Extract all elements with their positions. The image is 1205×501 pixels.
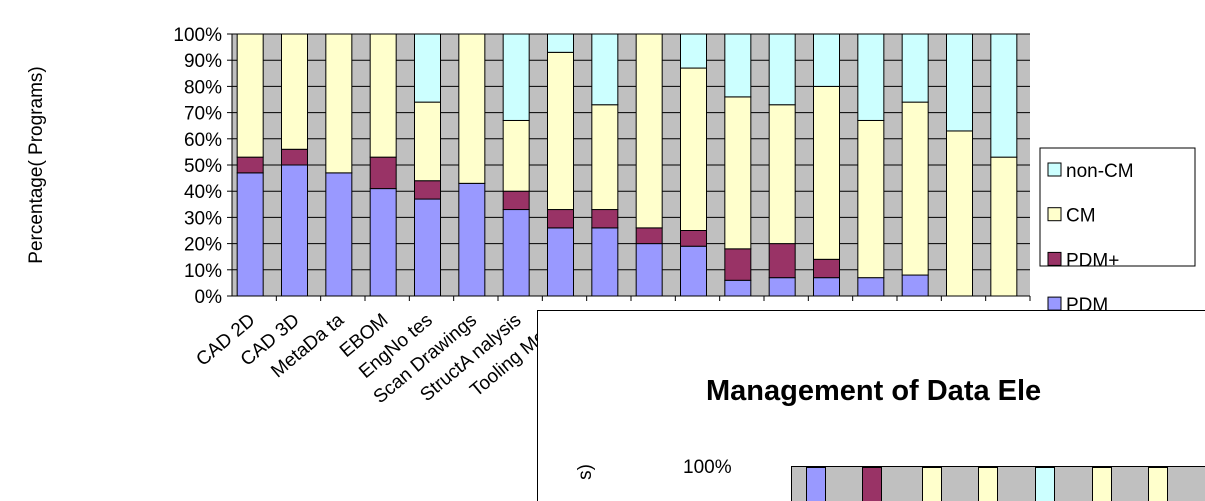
overlay-ylabel-fragment: s) (574, 464, 596, 480)
bar-segment-pdm- (547, 209, 574, 229)
legend-label: PDM+ (1066, 250, 1119, 271)
legend-label: CM (1066, 206, 1096, 227)
y-tick-label: 60% (184, 130, 222, 151)
legend-swatch (1047, 296, 1062, 311)
bar-segment-pdm (768, 277, 796, 297)
legend-box (1039, 147, 1196, 267)
overlay-bar (1092, 467, 1112, 501)
y-tick-label: 20% (184, 235, 222, 256)
bar-segment-cm (724, 96, 752, 250)
bar-segment-pdm (369, 188, 397, 297)
y-tick-label: 0% (195, 287, 223, 308)
bar-segment-pdm (857, 277, 885, 297)
legend-swatch (1047, 251, 1062, 266)
bar-segment-pdm (635, 243, 663, 297)
bar-segment-cm (813, 85, 840, 260)
bar-segment-cm (281, 33, 308, 150)
bar-segment-cm (458, 33, 486, 184)
bar-segment-non-cm (724, 33, 752, 98)
bar-segment-non-cm (901, 33, 929, 103)
y-tick-label: 30% (184, 208, 222, 229)
bar-segment-non-cm (502, 33, 530, 121)
bar-segment-non-cm (591, 33, 619, 106)
bar-segment-pdm- (813, 258, 840, 279)
bar-segment-cm (591, 104, 619, 211)
overlay-bar (1035, 467, 1055, 501)
legend-label: non-CM (1066, 161, 1134, 182)
y-tick-label: 80% (184, 77, 222, 98)
bar-segment-pdm- (414, 180, 441, 200)
bar-segment-pdm- (724, 248, 752, 281)
bar-segment-cm (547, 51, 574, 211)
bar-segment-pdm (236, 172, 264, 297)
bar-segment-non-cm (813, 33, 840, 87)
y-tick-label: 100% (173, 25, 222, 46)
bar-segment-pdm (502, 209, 530, 297)
legend-swatch (1047, 207, 1062, 222)
bar-segment-pdm (901, 274, 929, 297)
legend-swatch (1047, 162, 1062, 177)
bar-segment-non-cm (990, 33, 1018, 158)
bar-segment-cm (768, 104, 796, 245)
y-tick-label: 40% (184, 182, 222, 203)
bar-segment-non-cm (414, 33, 441, 103)
bar-segment-pdm (680, 245, 707, 297)
bar-segment-cm (236, 33, 264, 158)
bar-segment-pdm (547, 227, 574, 297)
stacked-bar-chart: Percentage( Programs) 0% 10% 20% 30% 40% 50% 6… (26, 25, 1196, 408)
bar-segment-pdm- (281, 148, 308, 166)
bar-segment-cm (901, 101, 929, 276)
overlay-bar (806, 467, 826, 501)
bar-segment-pdm- (236, 156, 264, 174)
bar-segment-pdm (813, 277, 840, 297)
overlay-plot-area (791, 466, 1205, 501)
bar-segment-cm (369, 33, 397, 158)
bar-segment-pdm- (680, 230, 707, 247)
y-tick-label: 90% (184, 51, 222, 72)
bar-segment-pdm (458, 182, 486, 297)
y-tick-label: 70% (184, 104, 222, 125)
bar-segment-cm (414, 101, 441, 182)
overlay-bar (862, 467, 882, 501)
bar-segment-pdm- (502, 190, 530, 211)
bar-segment-cm (680, 67, 707, 231)
y-tick-label: 50% (184, 156, 222, 177)
bar-segment-pdm- (369, 156, 397, 190)
bar-segment-cm (502, 119, 530, 192)
bar-segment-cm (857, 119, 885, 279)
bar-segment-pdm (281, 164, 308, 297)
bar-segment-pdm (414, 198, 441, 297)
bar-segment-pdm (325, 172, 353, 297)
overlay-bar (1148, 467, 1168, 501)
bar-segment-pdm- (635, 227, 663, 245)
bar-segment-pdm- (768, 243, 796, 279)
bar-segment-pdm- (591, 209, 619, 229)
bar-segment-pdm (591, 227, 619, 297)
y-axis-label: Percentage( Programs) (26, 66, 47, 263)
y-tick-label: 10% (184, 261, 222, 282)
bar-segment-non-cm (857, 33, 885, 121)
overlay-chart-title: Management of Data Ele (706, 375, 1042, 407)
bar-segment-cm (325, 33, 353, 174)
overlay-bar (922, 467, 942, 501)
bar-segment-non-cm (768, 33, 796, 106)
overlapping-chart-window: Management of Data Ele s) 100% (537, 310, 1205, 501)
bar-segment-non-cm (946, 33, 973, 132)
bar-segment-non-cm (680, 33, 707, 69)
bar-segment-pdm (724, 279, 752, 297)
bar-segment-non-cm (547, 33, 574, 53)
bar-segment-cm (990, 156, 1018, 297)
overlay-bar (978, 467, 998, 501)
bar-segment-cm (635, 33, 663, 229)
overlay-y-tick-label: 100% (683, 457, 732, 478)
bar-segment-cm (946, 130, 973, 297)
